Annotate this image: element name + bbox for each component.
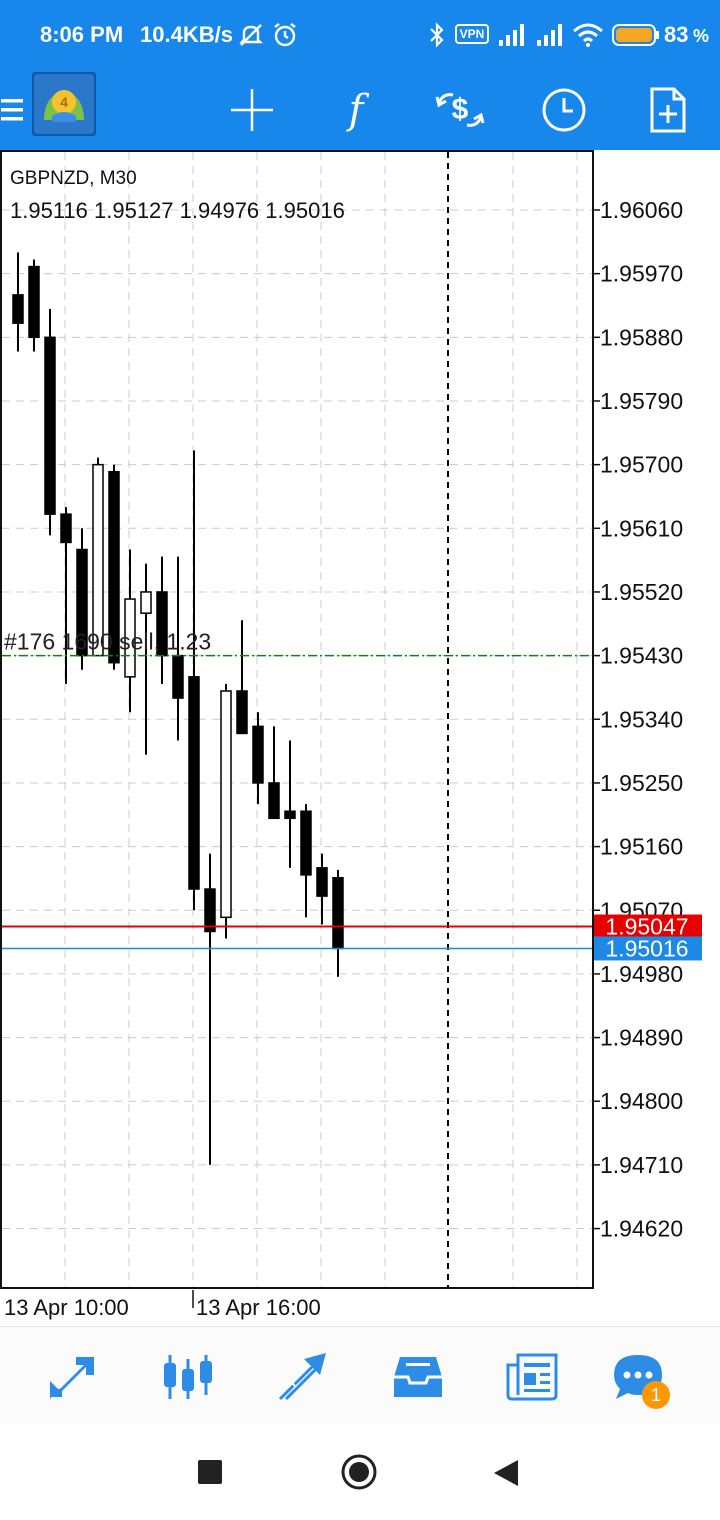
candle [12,252,24,352]
back-button[interactable] [492,1458,520,1488]
price-tick-label: 1.95970 [600,261,683,287]
home-button[interactable] [341,1454,377,1490]
quotes-icon[interactable] [44,1349,104,1405]
status-bar: 8:06 PM 10.4KB/s VPN 83 % [0,0,720,70]
candle [188,450,200,911]
candle [44,309,56,536]
candle-body-bull [140,591,152,614]
svg-text:$: $ [452,93,469,126]
price-tick-label: 1.94800 [600,1088,683,1114]
price-tick-label: 1.95520 [600,579,683,605]
candle [236,620,248,735]
metatrader-logo[interactable]: 4 [32,72,96,136]
candle [124,549,136,713]
candle [300,804,312,918]
candle-body-bull [92,463,104,657]
candle [252,712,264,805]
ask-price-label: 1.95047 [605,914,688,940]
mute-icon [238,22,264,54]
signal-icon-1 [497,22,527,54]
price-tick-label: 1.95250 [600,770,683,796]
candle [220,683,232,939]
function-icon[interactable]: f [348,87,364,133]
battery-unit: % [693,26,710,46]
time-label-1: 13 Apr 10:00 [4,1295,129,1320]
ohlc-label: 1.95116 1.95127 1.94976 1.95016 [10,198,345,223]
price-tick-label: 1.94620 [600,1216,683,1242]
candle [108,464,120,670]
alarm-icon [271,21,299,55]
candle-body-bear [236,690,248,735]
history-icon[interactable] [388,1349,448,1405]
candle-body-bear [108,470,120,664]
candle-body-bear [188,676,200,890]
candle-body-bear [172,654,184,699]
price-axis: 1.96060 1.95970 1.95880 1.95790 1.95700 1.956… [592,197,683,1242]
signal-icon-2 [535,22,565,54]
candle [92,457,104,657]
price-tick-label: 1.94980 [600,961,683,987]
candle-body-bull [220,690,232,919]
trade-icon[interactable] [272,1349,332,1405]
candle-body-bull [124,598,136,678]
new-order-icon[interactable] [640,82,696,138]
status-network-speed: 10.4KB/s [140,22,233,47]
chat-icon[interactable]: 1 [608,1349,670,1409]
candle [284,740,296,868]
price-tick-label: 1.95430 [600,643,683,669]
timeframe-icon[interactable] [536,82,592,138]
price-tick-label: 1.95610 [600,515,683,541]
price-chart[interactable]: 1.96060 1.95970 1.95880 1.95790 1.95700 1.956… [0,150,720,1330]
price-tick-label: 1.95790 [600,388,683,414]
candle [268,726,280,820]
battery-icon [612,24,660,52]
candle [316,853,328,925]
candle-body-bear [252,725,264,784]
candles-group [12,252,344,1165]
vpn-badge: VPN [455,24,489,44]
svg-text:4: 4 [60,94,68,110]
system-navigation [0,1424,720,1520]
price-tick-label: 1.96060 [600,197,683,223]
candle [28,259,40,352]
bid-price-box [594,936,702,961]
objects-icon[interactable]: $ [432,82,488,138]
news-icon[interactable] [502,1349,562,1405]
candle-body-bear [204,888,216,933]
time-label-2: 13 Apr 16:00 [196,1295,321,1320]
menu-icon[interactable] [0,82,32,138]
bluetooth-icon [428,22,446,54]
candle-body-bear [284,810,296,820]
bottom-navigation: 1 [0,1326,720,1425]
recents-button[interactable] [198,1460,222,1484]
candle-body-bear [268,782,280,820]
price-tick-label: 1.95880 [600,324,683,350]
wifi-icon [572,22,604,54]
candle-body-bear [28,265,40,339]
price-tick-label: 1.94890 [600,1025,683,1051]
crosshair-icon[interactable] [224,82,280,138]
candle-body-bear [316,867,328,897]
status-time: 8:06 PM [40,22,124,47]
chart-toolbar: 4 f $ [0,70,720,150]
price-tick-label: 1.95340 [600,706,683,732]
symbol-label: GBPNZD, M30 [10,168,137,189]
ask-price-box [594,914,702,939]
price-tick-label: 1.94710 [600,1152,683,1178]
battery-percent: 83 [664,22,689,47]
candle-body-bear [44,336,56,515]
candle [60,507,72,684]
order-label: #176 1690 sell, 1.23 [4,629,211,655]
candle [140,563,152,755]
price-tick-label: 1.95700 [600,452,683,478]
candle-body-bear [12,294,24,324]
chat-badge: 1 [642,1381,670,1409]
candle-body-bear [60,513,72,544]
chart-icon[interactable] [158,1349,218,1405]
candle-body-bear [300,810,312,876]
price-tick-label: 1.95160 [600,834,683,860]
candle-body-bear [332,876,344,950]
bid-price-label: 1.95016 [605,935,688,961]
candle [204,853,216,1165]
